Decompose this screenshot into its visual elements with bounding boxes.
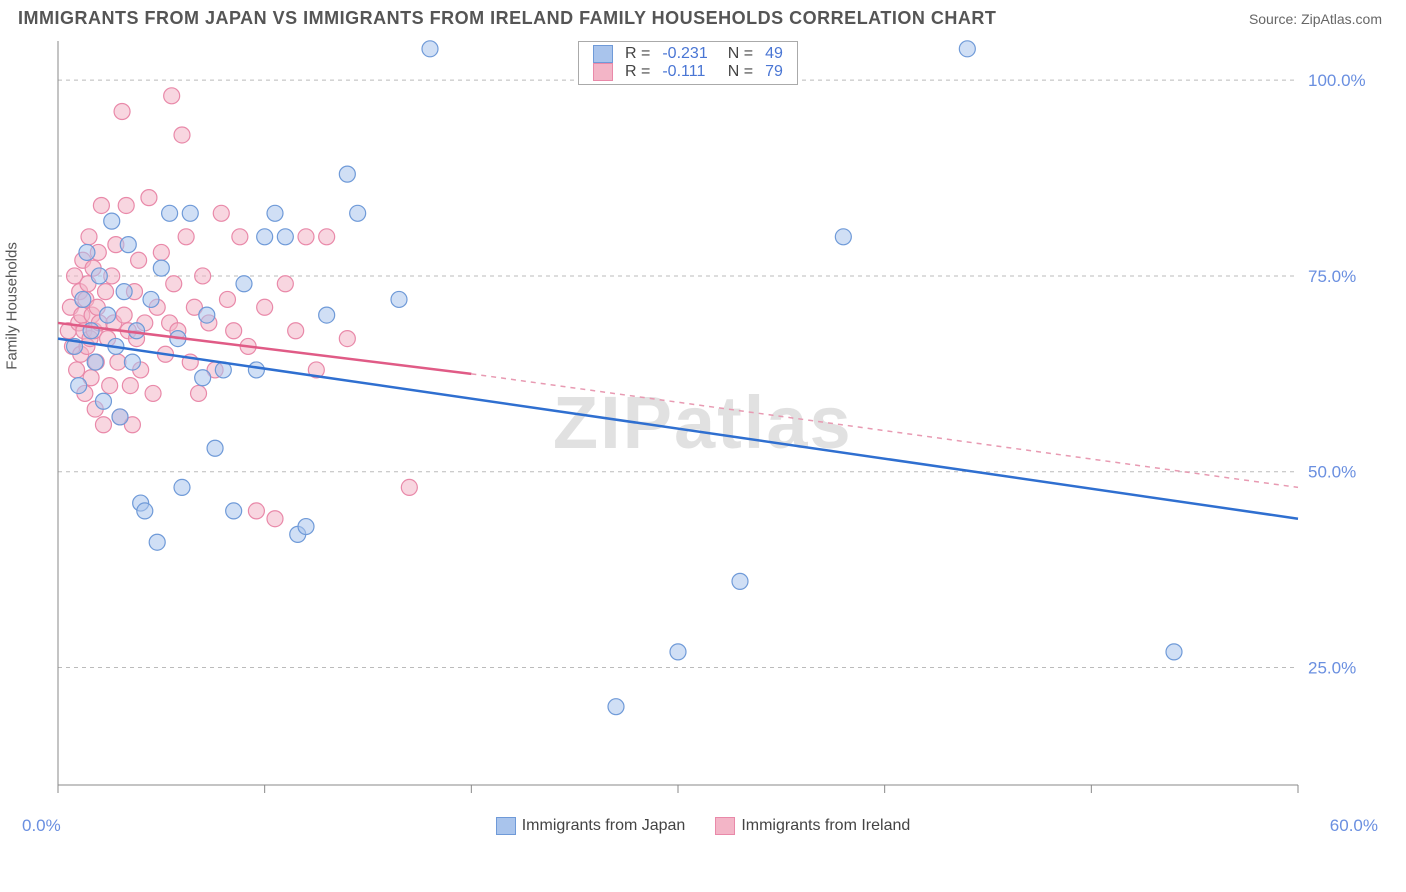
source-attribution: Source: ZipAtlas.com bbox=[1249, 11, 1382, 27]
plot-area: Family Households 25.0%50.0%75.0%100.0%Z… bbox=[18, 35, 1388, 815]
chart-title: IMMIGRANTS FROM JAPAN VS IMMIGRANTS FROM… bbox=[18, 8, 996, 29]
title-bar: IMMIGRANTS FROM JAPAN VS IMMIGRANTS FROM… bbox=[0, 0, 1406, 33]
legend-item-ireland: Immigrants from Ireland bbox=[715, 817, 910, 835]
x-axis-min-label: 0.0% bbox=[22, 816, 61, 836]
series-legend: 0.0% Immigrants from Japan Immigrants fr… bbox=[0, 817, 1406, 835]
svg-text:25.0%: 25.0% bbox=[1308, 659, 1356, 678]
svg-text:75.0%: 75.0% bbox=[1308, 267, 1356, 286]
svg-text:50.0%: 50.0% bbox=[1308, 463, 1356, 482]
correlation-legend: R =-0.231N =49R =-0.111N =79 bbox=[578, 41, 798, 85]
scatter-chart: 25.0% 50.0% 75.0% 100.0% ZIPatlas bbox=[18, 35, 1378, 815]
legend-item-japan: Immigrants from Japan bbox=[496, 817, 686, 835]
y-axis-label: Family Households bbox=[4, 242, 21, 370]
svg-text:100.0%: 100.0% bbox=[1308, 71, 1366, 90]
x-axis-max-label: 60.0% bbox=[1330, 816, 1378, 836]
svg-text:ZIPatlas: ZIPatlas bbox=[553, 381, 853, 464]
